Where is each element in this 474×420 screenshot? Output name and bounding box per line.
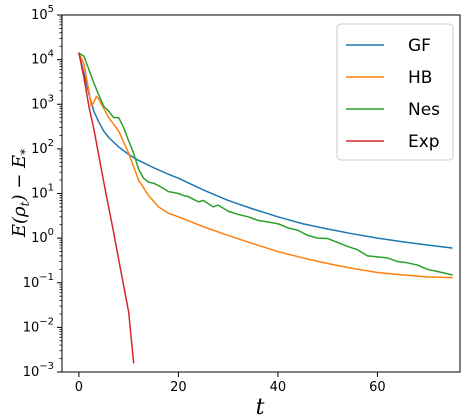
y-tick-label: 10−2: [23, 316, 54, 335]
x-tick-label: 0: [75, 380, 83, 395]
x-axis-label: t: [256, 395, 265, 420]
legend-box: [336, 23, 454, 161]
series-layer: [78, 52, 453, 364]
series-line-exp: [78, 52, 135, 364]
legend-label-nes: Nes: [408, 100, 440, 120]
y-tick-label: 105: [31, 4, 54, 23]
x-tick-label: 20: [170, 380, 187, 395]
series-line-hb: [78, 52, 453, 279]
legend-label-hb: HB: [408, 68, 432, 88]
x-tick-label: 40: [270, 380, 287, 395]
y-tick-label: 101: [31, 183, 54, 202]
x-axis: 0 20 40 60: [75, 372, 386, 395]
y-axis: 10−3 10−2 10−1 100 101 102 103 104 105: [23, 4, 62, 380]
y-tick-label: 100: [31, 227, 54, 246]
y-tick-label: 102: [31, 138, 54, 157]
y-tick-label: 104: [31, 49, 54, 68]
series-line-gf: [78, 52, 453, 249]
x-tick-label: 60: [369, 380, 386, 395]
y-axis-label: E(ρt) − E*: [9, 149, 32, 238]
y-tick-label: 103: [31, 93, 54, 112]
series-line-nes: [78, 52, 453, 276]
y-tick-label: 10−1: [23, 272, 54, 291]
legend: GF HB Nes Exp: [336, 23, 454, 161]
legend-label-exp: Exp: [408, 132, 440, 152]
y-tick-label: 10−3: [23, 361, 54, 380]
legend-label-gf: GF: [408, 36, 431, 56]
